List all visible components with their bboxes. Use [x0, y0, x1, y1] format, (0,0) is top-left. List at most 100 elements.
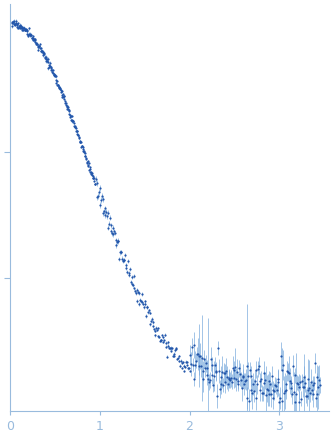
Point [90, 174, 96, 181]
Point [56, 82, 61, 89]
Point [267, 378, 272, 385]
Point [93, 175, 99, 182]
Point [194, 350, 199, 357]
Point [130, 281, 136, 288]
Point [29, 31, 34, 38]
Point [260, 390, 265, 397]
Point [25, 32, 31, 39]
Point [234, 368, 239, 375]
Point [49, 66, 55, 73]
Point [143, 301, 148, 308]
Point [39, 47, 44, 54]
Point [135, 298, 140, 305]
Point [19, 25, 24, 32]
Point [286, 369, 292, 376]
Point [162, 331, 167, 338]
Point [72, 122, 77, 129]
Point [50, 66, 56, 73]
Point [20, 26, 25, 33]
Point [294, 391, 299, 398]
Point [19, 24, 25, 31]
Point [263, 377, 268, 384]
Point [112, 228, 117, 235]
Point [298, 395, 304, 402]
Point [79, 143, 84, 150]
Point [51, 71, 57, 78]
Point [210, 382, 216, 388]
Point [47, 63, 52, 70]
Point [33, 40, 39, 47]
Point [227, 375, 232, 382]
Point [34, 40, 39, 47]
Point [307, 389, 313, 396]
Point [88, 169, 93, 176]
Point [125, 258, 131, 265]
Point [53, 72, 58, 79]
Point [212, 361, 217, 368]
Point [27, 32, 32, 39]
Point [10, 18, 15, 25]
Point [245, 363, 250, 370]
Point [68, 112, 73, 119]
Point [75, 131, 80, 138]
Point [35, 40, 40, 47]
Point [96, 192, 101, 199]
Point [207, 377, 212, 384]
Point [85, 161, 90, 168]
Point [154, 326, 160, 333]
Point [29, 35, 34, 42]
Point [56, 84, 61, 91]
Point [36, 44, 41, 51]
Point [81, 147, 87, 154]
Point [85, 160, 90, 166]
Point [284, 381, 289, 388]
Point [78, 139, 84, 146]
Point [173, 345, 178, 352]
Point [311, 380, 317, 387]
Point [54, 79, 59, 86]
Point [131, 273, 137, 280]
Point [35, 42, 40, 49]
Point [139, 291, 144, 298]
Point [176, 353, 181, 360]
Point [272, 382, 278, 388]
Point [162, 337, 167, 344]
Point [51, 71, 56, 78]
Point [134, 286, 139, 293]
Point [153, 332, 158, 339]
Point [239, 384, 244, 391]
Point [313, 395, 318, 402]
Point [48, 66, 53, 73]
Point [304, 393, 309, 400]
Point [64, 102, 69, 109]
Point [108, 228, 113, 235]
Point [123, 264, 129, 271]
Point [9, 19, 14, 26]
Point [299, 377, 305, 384]
Point [107, 220, 112, 227]
Point [62, 93, 67, 100]
Point [305, 376, 310, 383]
Point [249, 387, 254, 394]
Point [185, 361, 190, 368]
Point [309, 386, 314, 393]
Point [48, 64, 54, 71]
Point [58, 88, 63, 95]
Point [197, 352, 202, 359]
Point [195, 350, 200, 357]
Point [40, 49, 46, 56]
Point [22, 26, 28, 33]
Point [47, 62, 52, 69]
Point [46, 62, 52, 69]
Point [130, 274, 135, 281]
Point [316, 376, 322, 383]
Point [106, 224, 111, 231]
Point [160, 338, 166, 345]
Point [40, 48, 45, 55]
Point [73, 123, 78, 130]
Point [73, 124, 79, 131]
Point [138, 296, 143, 303]
Point [72, 123, 77, 130]
Point [214, 368, 219, 375]
Point [217, 385, 222, 392]
